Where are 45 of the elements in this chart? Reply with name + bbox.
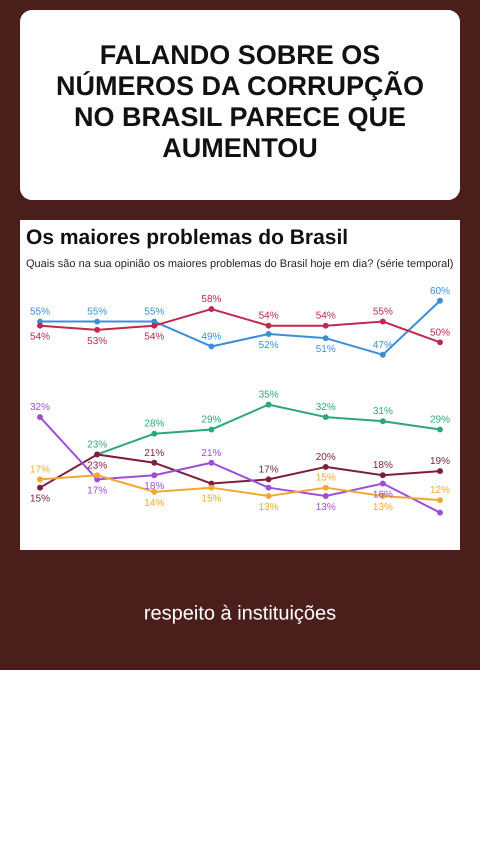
data-label: 29% xyxy=(201,414,222,426)
data-label: 55% xyxy=(144,306,164,318)
data-label: 60% xyxy=(430,286,450,297)
data-label: 53% xyxy=(87,336,108,347)
data-label: 55% xyxy=(30,306,50,318)
data-label: 14% xyxy=(144,498,164,509)
data-label: 23% xyxy=(87,460,108,472)
data-label: 54% xyxy=(258,310,279,322)
data-label: 31% xyxy=(372,406,393,418)
data-label: 32% xyxy=(316,402,336,414)
data-label: 20% xyxy=(316,452,336,463)
data-label: 35% xyxy=(258,390,279,401)
data-label: 28% xyxy=(144,418,164,430)
data-label: 19% xyxy=(430,456,450,468)
data-label: 18% xyxy=(372,460,393,472)
chart-title: Os maiores problemas do Brasil xyxy=(26,226,348,249)
data-label: 55% xyxy=(87,306,108,318)
data-label: 49% xyxy=(201,331,222,342)
data-label: 21% xyxy=(201,448,222,459)
data-label: 55% xyxy=(372,306,393,318)
data-label: 32% xyxy=(30,402,50,414)
text: FALANDO SOBRE OS NÚMEROS DA CORRUPÇÃO NO BRASIL PARECE QUE AUMENTOU xyxy=(56,40,424,164)
data-label: 58% xyxy=(201,294,222,306)
text: respeito à instituições xyxy=(144,602,336,624)
data-label: 54% xyxy=(30,332,50,343)
data-label: 12% xyxy=(430,485,450,496)
data-label: 23% xyxy=(87,439,108,450)
data-label: 13% xyxy=(258,502,279,513)
chart-subtitle: Quais são na sua opinião os maiores problemas do Brasil hoje em dia? (série temporal) xyxy=(26,258,454,270)
data-label: 51% xyxy=(316,344,336,356)
data-label: 29% xyxy=(430,414,450,426)
data-label: 54% xyxy=(316,310,336,322)
data-label: 52% xyxy=(258,340,279,351)
data-label: 21% xyxy=(144,448,164,459)
data-label: 13% xyxy=(316,502,336,513)
data-label: 17% xyxy=(258,464,279,476)
data-label: 15% xyxy=(30,494,50,505)
data-label: 13% xyxy=(372,502,393,513)
data-label: 18% xyxy=(144,481,164,492)
data-label: 17% xyxy=(30,464,50,476)
data-label: 17% xyxy=(87,485,108,496)
data-label: 50% xyxy=(430,327,450,338)
data-label: 54% xyxy=(144,332,164,343)
data-label: 15% xyxy=(316,472,336,484)
data-label: 15% xyxy=(201,494,222,505)
